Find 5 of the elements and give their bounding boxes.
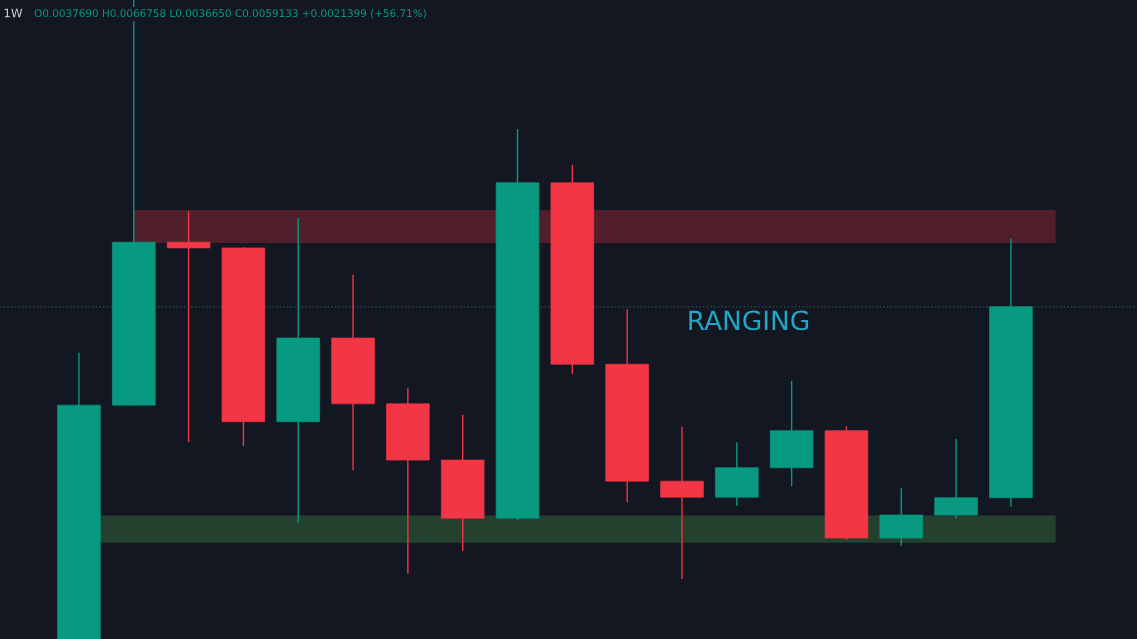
candlestick bbox=[166, 210, 211, 443]
annotation: RANGING bbox=[689, 310, 809, 331]
text: 1W bbox=[4, 8, 23, 18]
text: O0.0037690 H0.0066758 L0.0036650 C0.0059133 +0.0021399 (+56.71%) bbox=[34, 9, 426, 19]
candlestick bbox=[660, 426, 704, 580]
